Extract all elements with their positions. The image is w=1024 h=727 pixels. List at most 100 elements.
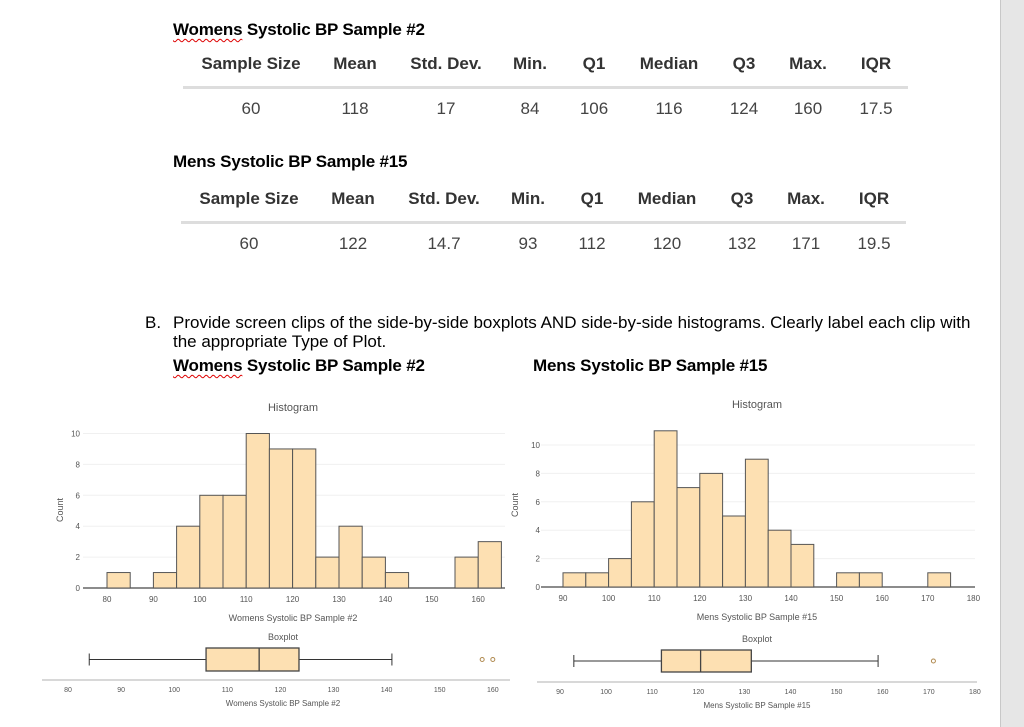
histogram-bar <box>722 515 746 588</box>
x-tick-label: 110 <box>222 687 233 694</box>
box <box>205 647 300 672</box>
left-clip-title: Womens Systolic BP Sample #2 <box>173 356 425 376</box>
y-tick-label: 0 <box>76 584 81 593</box>
column-header: Mean <box>333 54 377 73</box>
table-cell: 122 <box>338 234 368 253</box>
x-tick-label: 120 <box>275 687 287 694</box>
column-header: Max. <box>789 54 827 73</box>
column-header: Max. <box>787 189 825 208</box>
histogram-bar <box>199 494 224 589</box>
table-cell: 132 <box>727 234 757 253</box>
column-header: Median <box>637 189 697 208</box>
x-tick-label: 110 <box>648 594 661 603</box>
table-cell: 112 <box>578 234 606 253</box>
x-tick-label: 160 <box>472 595 486 604</box>
mens-section-title: Mens Systolic BP Sample #15 <box>173 152 408 171</box>
x-tick-label: 150 <box>831 689 843 696</box>
x-tick-label: 140 <box>785 689 797 696</box>
x-tick-label: 120 <box>692 689 704 696</box>
column-header: IQR <box>860 54 892 73</box>
y-tick-label: 8 <box>536 469 541 478</box>
table-cell: 60 <box>239 234 259 253</box>
x-tick-label: 100 <box>168 687 180 694</box>
y-tick-label: 10 <box>531 441 540 450</box>
table-row: 60 122 14.7 93 112 120 132 171 19.5 <box>181 234 906 258</box>
box <box>660 649 752 673</box>
histogram-bar <box>767 529 792 588</box>
column-header: Mean <box>331 189 375 208</box>
histogram-bar <box>454 556 479 589</box>
x-tick-label: 110 <box>647 689 658 696</box>
womens-section-title: Womens Systolic BP Sample #2 <box>173 20 425 40</box>
x-tick-label: 180 <box>969 689 981 696</box>
histogram-bar <box>653 430 678 588</box>
table-cell: 124 <box>729 99 759 118</box>
column-header: Min. <box>513 54 547 73</box>
histogram-bar <box>744 458 769 588</box>
x-tick-label: 160 <box>876 594 890 603</box>
table-cell: 116 <box>655 99 683 118</box>
chart-title: Histogram <box>268 402 318 414</box>
y-tick-label: 6 <box>76 491 81 500</box>
x-tick-label: 140 <box>379 595 393 604</box>
y-tick-label: 8 <box>76 460 81 469</box>
chart-title: Boxplot <box>268 632 299 642</box>
chart-title: Boxplot <box>742 634 773 644</box>
table-cell: 160 <box>793 99 823 118</box>
histogram-bar <box>477 541 502 589</box>
histogram-bar <box>676 487 701 588</box>
column-header: Q3 <box>730 189 754 208</box>
left-clip-title-rest: Systolic BP Sample #2 <box>242 356 425 375</box>
table-cell: 106 <box>579 99 609 118</box>
y-axis-label: Count <box>510 493 520 518</box>
y-tick-label: 2 <box>536 555 541 564</box>
histogram-bar <box>836 572 860 588</box>
x-tick-label: 170 <box>923 689 935 696</box>
x-tick-label: 170 <box>921 594 935 603</box>
x-tick-label: 90 <box>149 595 158 604</box>
table-cell: 19.5 <box>857 234 891 253</box>
column-header: Median <box>639 54 699 73</box>
table-divider <box>183 86 908 89</box>
x-tick-label: 120 <box>693 594 707 603</box>
x-axis-label: Mens Systolic BP Sample #15 <box>697 612 817 622</box>
x-tick-label: 110 <box>240 595 253 604</box>
histogram-bar <box>361 556 386 589</box>
histogram-bar <box>338 525 363 589</box>
instruction-text: Provide screen clips of the side-by-side… <box>173 313 971 351</box>
histogram-bar <box>268 448 294 589</box>
histogram-bar <box>176 525 201 589</box>
table-row: 60 118 17 84 106 116 124 160 17.5 <box>183 99 908 123</box>
column-header: Sample Size <box>201 54 301 73</box>
histogram-bar <box>222 494 247 589</box>
column-header: Sample Size <box>199 189 299 208</box>
histogram-bar <box>106 572 131 589</box>
spell-flagged-word: Womens <box>173 20 243 39</box>
table-cell: 14.7 <box>427 234 461 253</box>
x-tick-label: 130 <box>332 595 346 604</box>
table-cell: 84 <box>520 99 540 118</box>
outlier-point <box>930 658 936 664</box>
histogram-bar <box>384 572 410 589</box>
y-tick-label: 10 <box>71 430 80 439</box>
x-tick-label: 160 <box>877 689 889 696</box>
x-tick-label: 100 <box>602 594 616 603</box>
y-tick-label: 4 <box>536 526 541 535</box>
page-gutter <box>1000 0 1024 727</box>
chart-title: Histogram <box>732 399 782 411</box>
histogram-bar <box>315 556 340 589</box>
x-tick-label: 140 <box>381 687 393 694</box>
x-tick-label: 150 <box>434 687 446 694</box>
x-tick-label: 150 <box>425 595 439 604</box>
histogram-bar <box>245 433 270 589</box>
x-tick-label: 80 <box>103 595 112 604</box>
table-cell: 120 <box>652 234 682 253</box>
x-tick-label: 90 <box>556 689 564 696</box>
histogram-bar <box>562 572 587 588</box>
table-cell: 93 <box>518 234 538 253</box>
histogram-bar <box>152 572 178 589</box>
x-axis-label: Mens Systolic BP Sample #15 <box>703 701 811 710</box>
x-tick-label: 160 <box>487 687 499 694</box>
table-header-row: Sample Size Mean Std. Dev. Min. Q1 Median Q3 Ma… <box>181 189 906 213</box>
